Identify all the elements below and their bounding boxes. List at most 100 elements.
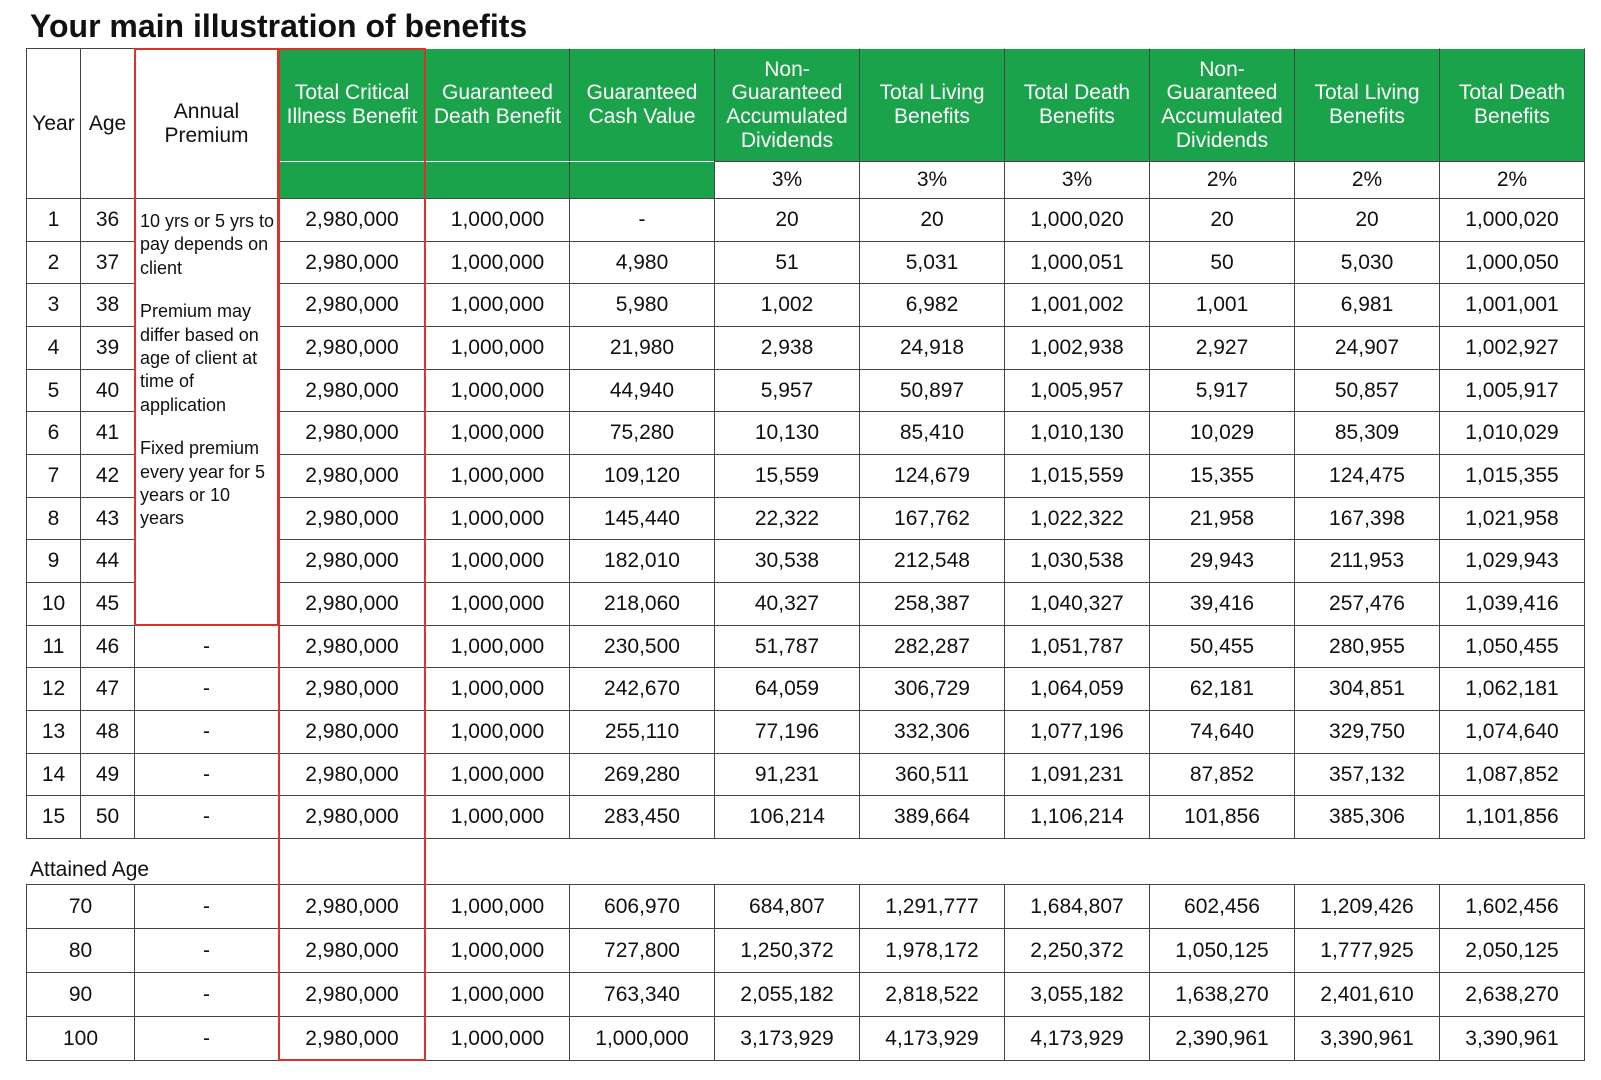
age-cell: 37 [80, 241, 135, 284]
value-cell: 1,000,000 [425, 625, 570, 668]
value-cell: 1,000,051 [1004, 241, 1150, 284]
age-cell: 40 [80, 369, 135, 412]
year-cell: 7 [26, 454, 81, 498]
value-cell: 20 [714, 198, 860, 242]
value-cell: 2,390,961 [1149, 1016, 1295, 1061]
value-cell: 1,684,807 [1004, 884, 1150, 929]
value-cell: 3,173,929 [714, 1016, 860, 1061]
value-cell: 2,980,000 [278, 539, 426, 583]
value-cell: 109,120 [569, 454, 715, 498]
value-cell: 29,943 [1149, 539, 1295, 583]
value-cell: 329,750 [1294, 710, 1440, 754]
age-cell: 46 [80, 625, 135, 668]
value-cell: 2,980,000 [278, 972, 426, 1017]
value-cell: 684,807 [714, 884, 860, 929]
premium-cell: - [134, 972, 279, 1017]
value-cell: 1,050,455 [1439, 625, 1585, 668]
value-cell: 4,980 [569, 241, 715, 284]
value-cell: 15,559 [714, 454, 860, 498]
value-cell: 2,980,000 [278, 667, 426, 711]
year-cell: 3 [26, 283, 81, 327]
premium-cell: - [134, 753, 279, 796]
age-cell: 45 [80, 582, 135, 626]
value-cell: 5,980 [569, 283, 715, 327]
value-cell: 4,173,929 [859, 1016, 1005, 1061]
value-cell: 124,475 [1294, 454, 1440, 498]
value-cell: 304,851 [1294, 667, 1440, 711]
value-cell: 1,010,130 [1004, 411, 1150, 455]
value-cell: 1,291,777 [859, 884, 1005, 929]
value-cell: 3,390,961 [1439, 1016, 1585, 1061]
value-cell: 5,030 [1294, 241, 1440, 284]
rate-header: 3% [714, 161, 860, 199]
value-cell: 1,010,029 [1439, 411, 1585, 455]
value-cell: 1,000,050 [1439, 241, 1585, 284]
age-cell: 48 [80, 710, 135, 754]
value-cell: 44,940 [569, 369, 715, 412]
value-cell: 1,000,000 [425, 454, 570, 498]
column-header: Non-Guaranteed Accumulated Dividends [1149, 48, 1295, 162]
value-cell: 5,957 [714, 369, 860, 412]
attained-age-cell: 70 [26, 884, 135, 929]
value-cell: 50 [1149, 241, 1295, 284]
value-cell: 85,410 [859, 411, 1005, 455]
column-header: Total Critical Illness Benefit [278, 48, 426, 162]
value-cell: 24,918 [859, 326, 1005, 370]
column-header: Total Death Benefits [1439, 48, 1585, 162]
value-cell: 2,938 [714, 326, 860, 370]
column-header: Total Living Benefits [859, 48, 1005, 162]
value-cell: 357,132 [1294, 753, 1440, 796]
value-cell: 1,000,020 [1439, 198, 1585, 242]
value-cell: 218,060 [569, 582, 715, 626]
value-cell: 1,101,856 [1439, 795, 1585, 839]
value-cell: 1,015,355 [1439, 454, 1585, 498]
value-cell: 2,980,000 [278, 369, 426, 412]
premium-note: 10 yrs or 5 yrs to pay depends on client… [140, 210, 276, 551]
value-cell: 2,980,000 [278, 1016, 426, 1061]
value-cell: 40,327 [714, 582, 860, 626]
value-cell: 332,306 [859, 710, 1005, 754]
year-cell: 10 [26, 582, 81, 626]
value-cell: 1,001 [1149, 283, 1295, 327]
age-cell: 41 [80, 411, 135, 455]
value-cell: 1,050,125 [1149, 928, 1295, 973]
value-cell: 1,000,000 [425, 1016, 570, 1061]
value-cell: 2,980,000 [278, 582, 426, 626]
premium-cell: - [134, 884, 279, 929]
value-cell: 1,000,020 [1004, 198, 1150, 242]
column-header: Age [80, 48, 135, 199]
value-cell: 1,000,000 [425, 710, 570, 754]
value-cell: 283,450 [569, 795, 715, 839]
value-cell: 167,762 [859, 497, 1005, 540]
value-cell: 85,309 [1294, 411, 1440, 455]
value-cell: 1,106,214 [1004, 795, 1150, 839]
value-cell: 1,000,000 [569, 1016, 715, 1061]
value-cell: 2,980,000 [278, 283, 426, 327]
column-header: Guaranteed Cash Value [569, 48, 715, 162]
age-cell: 39 [80, 326, 135, 370]
value-cell: 1,000,000 [425, 972, 570, 1017]
value-cell: 91,231 [714, 753, 860, 796]
value-cell: 1,077,196 [1004, 710, 1150, 754]
value-cell: 1,015,559 [1004, 454, 1150, 498]
attained-age-label: Attained Age [30, 858, 150, 881]
value-cell: 5,031 [859, 241, 1005, 284]
year-cell: 9 [26, 539, 81, 583]
year-cell: 11 [26, 625, 81, 668]
value-cell: 62,181 [1149, 667, 1295, 711]
year-cell: 4 [26, 326, 81, 370]
value-cell: 1,002 [714, 283, 860, 327]
value-cell: 2,980,000 [278, 884, 426, 929]
value-cell: 106,214 [714, 795, 860, 839]
value-cell: 4,173,929 [1004, 1016, 1150, 1061]
value-cell: 1,029,943 [1439, 539, 1585, 583]
value-cell: 1,000,000 [425, 753, 570, 796]
value-cell: 306,729 [859, 667, 1005, 711]
note-paragraph: Fixed premium every year for 5 years or … [140, 438, 266, 529]
age-cell: 43 [80, 497, 135, 540]
age-cell: 42 [80, 454, 135, 498]
column-header: Non-Guaranteed Accumulated Dividends [714, 48, 860, 162]
value-cell: 3,055,182 [1004, 972, 1150, 1017]
value-cell: 2,401,610 [1294, 972, 1440, 1017]
